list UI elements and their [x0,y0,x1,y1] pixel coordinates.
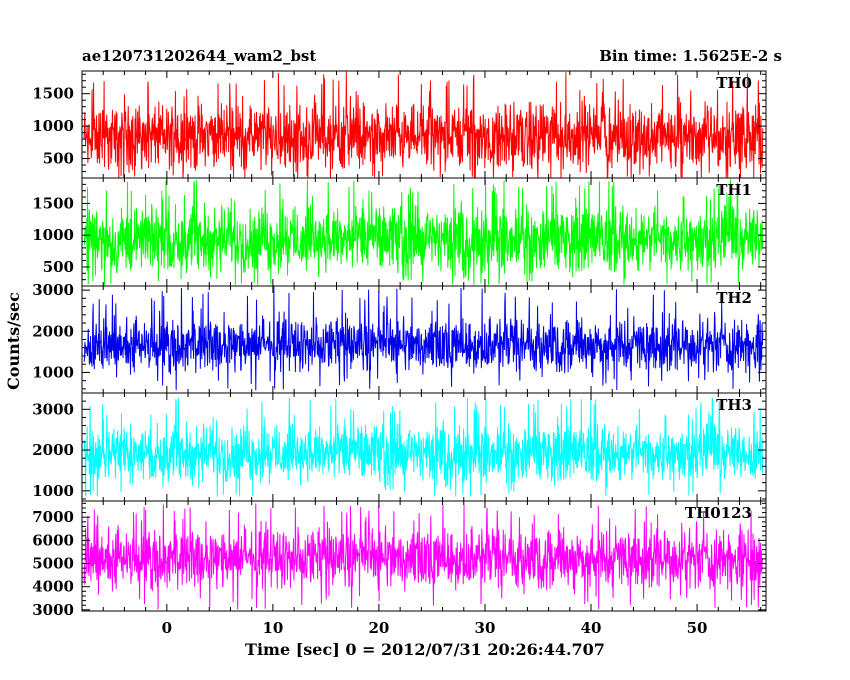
y-tick-label: 1000 [32,117,74,135]
series-th0123-line [83,503,764,610]
x-axis-ticks: 0 10 20 30 40 50 [162,619,708,637]
panel-frame [81,500,767,612]
y-tick-label: 6000 [32,531,74,549]
y-tick-label: 500 [43,150,74,168]
x-tick-label: 30 [475,619,496,637]
panel-label-th0: TH0 [716,74,752,92]
y-tick-label: 1000 [32,363,74,381]
panel-label-th1: TH1 [716,181,752,199]
y-axis-title: Counts/sec [4,292,23,390]
x-tick-label: 50 [687,619,708,637]
panel-th0: 500 1000 1500 TH0 [32,70,767,179]
series-th2-line [83,286,764,391]
x-tick-label: 20 [368,619,389,637]
x-tick-label: 0 [162,619,172,637]
panel-th3: 1000 2000 3000 TH3 [32,392,767,502]
panel-label-th3: TH3 [716,396,752,414]
chart-title-left: ae120731202644_wam2_bst [82,47,316,65]
panel-th0123: 3000 4000 5000 6000 7000 TH0123 [32,500,767,619]
y-tick-label: 1500 [32,194,74,212]
series-th3-line [83,397,764,497]
panel-label-th2: TH2 [716,289,752,307]
panel-th1: 500 1000 1500 TH1 [32,177,767,287]
series-th0-line [83,71,764,178]
y-tick-label: 1000 [32,482,74,500]
panels-group: 500 1000 1500 TH0 500 1000 1500 TH1 1000 2000 3000… [32,70,767,619]
panel-label-th0123: TH0123 [685,504,752,522]
y-tick-label: 2000 [32,322,74,340]
x-tick-label: 10 [262,619,283,637]
panel-th2: 1000 2000 3000 TH2 [32,281,767,394]
y-tick-label: 500 [43,258,74,276]
y-tick-label: 1000 [32,226,74,244]
chart-title-right: Bin time: 1.5625E-2 s [599,47,782,65]
y-tick-label: 2000 [32,441,74,459]
x-axis-title: Time [sec] 0 = 2012/07/31 20:26:44.707 [245,640,605,659]
series-th1-line [83,179,764,286]
y-tick-label: 3000 [32,601,74,619]
y-tick-label: 5000 [32,555,74,573]
y-tick-label: 1500 [32,85,74,103]
y-tick-label: 3000 [32,281,74,299]
x-tick-label: 40 [581,619,602,637]
y-tick-label: 3000 [32,400,74,418]
y-tick-label: 7000 [32,508,74,526]
y-tick-label: 4000 [32,578,74,596]
